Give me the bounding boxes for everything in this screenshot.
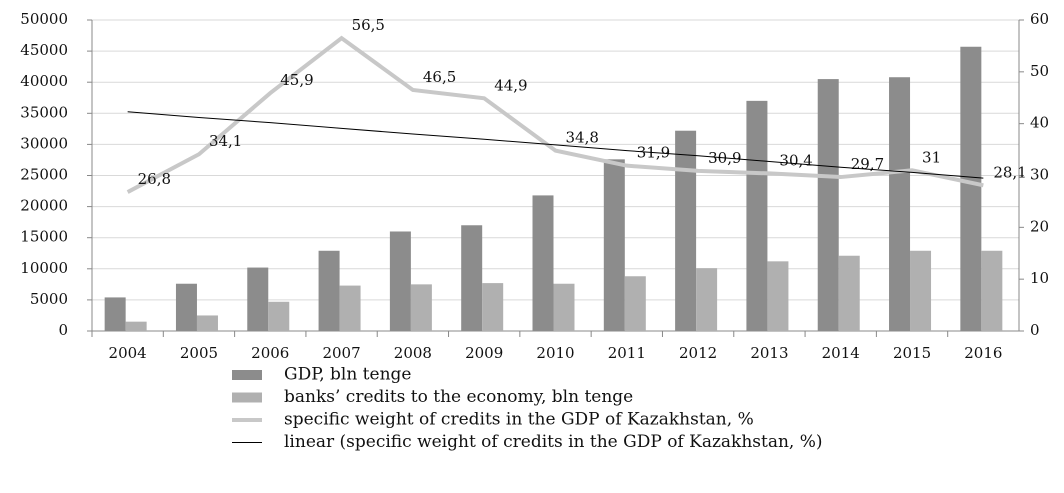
bar (767, 261, 789, 331)
y-tick-label: 20000 (20, 197, 68, 215)
bar (817, 79, 839, 331)
y2-tick-label: 50 (1030, 62, 1049, 80)
y-tick-label: 40000 (20, 72, 68, 90)
x-tick-label: 2009 (465, 344, 503, 362)
legend-label: specific weight of credits in the GDP of… (284, 410, 754, 430)
y-tick-label: 35000 (20, 103, 68, 121)
x-tick-label: 2008 (394, 344, 432, 362)
bar (125, 321, 147, 331)
data-label: 34,1 (209, 132, 242, 150)
x-tick-label: 2015 (893, 344, 931, 362)
bar (482, 283, 504, 331)
bar (603, 159, 625, 331)
bar (696, 268, 718, 331)
bar (247, 267, 269, 331)
bar (960, 46, 982, 331)
data-label: 46,5 (423, 68, 456, 86)
bar (889, 77, 911, 331)
y-tick-label: 15000 (20, 228, 68, 246)
y2-tick-label: 40 (1030, 114, 1049, 132)
data-label: 56,5 (352, 16, 385, 34)
bar (268, 301, 290, 331)
y-tick-label: 5000 (30, 290, 68, 308)
bar (461, 225, 483, 331)
y2-tick-label: 10 (1030, 269, 1049, 287)
bar (746, 100, 768, 331)
data-label: 26,8 (138, 170, 171, 188)
bar (532, 195, 554, 331)
line (127, 111, 984, 179)
x-tick-label: 2014 (822, 344, 860, 362)
x-tick-label: 2004 (109, 344, 147, 362)
x-tick-label: 2007 (322, 344, 360, 362)
y-tick-label: 25000 (20, 166, 68, 184)
data-label: 30,4 (779, 151, 812, 169)
x-tick-label: 2011 (608, 344, 646, 362)
data-label: 44,9 (494, 76, 527, 94)
legend-label: banks’ credits to the economy, bln tenge (284, 387, 633, 407)
legend-swatch (232, 370, 262, 380)
bar (318, 250, 340, 331)
x-tick-label: 2010 (536, 344, 574, 362)
bar (624, 276, 646, 331)
y2-tick-label: 20 (1030, 217, 1049, 235)
bar (104, 297, 126, 331)
y-tick-label: 45000 (20, 41, 68, 59)
legend-swatch (232, 392, 262, 403)
y-tick-label: 0 (58, 321, 68, 339)
y-tick-label: 10000 (20, 259, 68, 277)
data-label: 34,8 (566, 129, 599, 147)
legend-label: GDP, bln tenge (284, 365, 411, 385)
bar (175, 283, 197, 331)
bar (981, 250, 1003, 331)
x-tick-label: 2006 (251, 344, 289, 362)
data-label: 28,1 (993, 163, 1026, 181)
bar (196, 315, 218, 331)
y2-tick-label: 0 (1030, 321, 1040, 339)
data-label: 45,9 (280, 71, 313, 89)
bar (553, 283, 575, 331)
bar (410, 284, 432, 331)
y-tick-label: 50000 (20, 10, 68, 28)
bar (675, 130, 697, 331)
bar (910, 250, 932, 331)
bar (838, 255, 860, 331)
x-tick-label: 2005 (180, 344, 218, 362)
bar (389, 231, 411, 331)
y2-tick-label: 30 (1030, 166, 1049, 184)
x-tick-label: 2013 (750, 344, 788, 362)
legend-label: linear (specific weight of credits in th… (284, 432, 823, 452)
bar (339, 285, 361, 331)
y2-tick-label: 60 (1030, 10, 1049, 28)
x-tick-label: 2012 (679, 344, 717, 362)
x-tick-label: 2016 (964, 344, 1002, 362)
data-label: 31 (922, 148, 941, 166)
y-tick-label: 30000 (20, 134, 68, 152)
line (126, 35, 984, 194)
